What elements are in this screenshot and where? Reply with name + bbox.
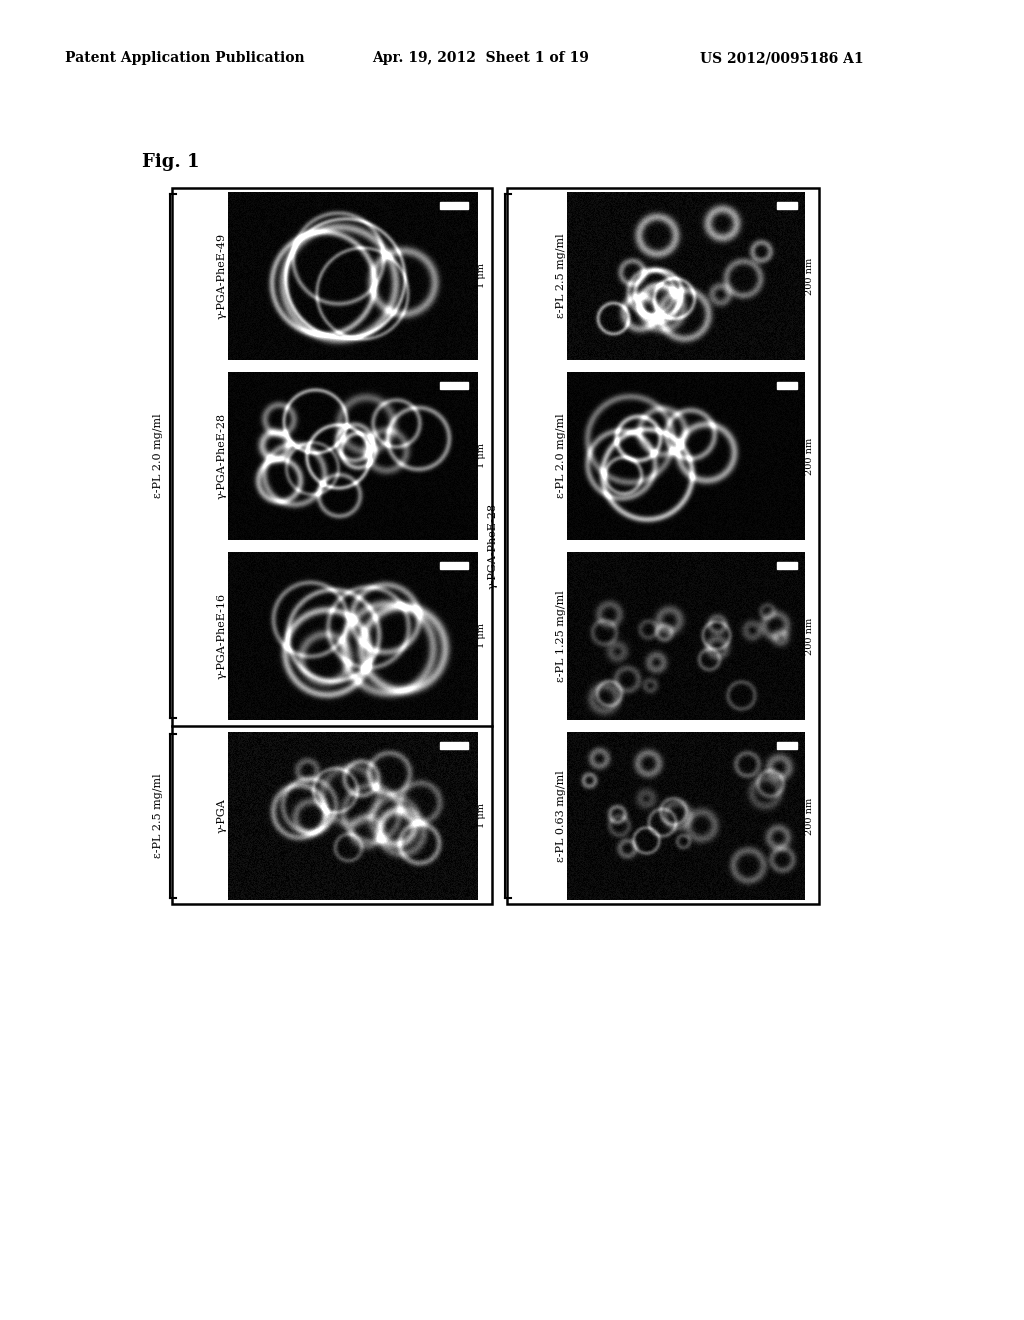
Bar	[777, 381, 797, 389]
Bar	[172, 187, 492, 904]
Text: 200 nm: 200 nm	[805, 618, 813, 655]
Bar	[440, 381, 468, 389]
Text: ε-PL 2.5 mg/ml: ε-PL 2.5 mg/ml	[556, 234, 566, 318]
Text: ε-PL 2.0 mg/ml: ε-PL 2.0 mg/ml	[556, 413, 566, 499]
Text: Patent Application Publication: Patent Application Publication	[65, 51, 304, 65]
Bar	[440, 562, 468, 569]
Bar	[777, 742, 797, 748]
Text: 200 nm: 200 nm	[805, 437, 813, 475]
Text: 1 μm: 1 μm	[477, 804, 486, 829]
Bar	[440, 202, 468, 209]
Text: ε-PL 1.25 mg/ml: ε-PL 1.25 mg/ml	[556, 590, 566, 682]
Text: ε-PL 2.0 mg/ml: ε-PL 2.0 mg/ml	[153, 413, 163, 499]
Text: 200 nm: 200 nm	[805, 797, 813, 834]
Bar	[440, 742, 468, 748]
Text: Fig. 1: Fig. 1	[142, 153, 200, 172]
Text: γ-PGA: γ-PGA	[217, 799, 227, 833]
Text: Apr. 19, 2012  Sheet 1 of 19: Apr. 19, 2012 Sheet 1 of 19	[372, 51, 589, 65]
Text: ε-PL 0.63 mg/ml: ε-PL 0.63 mg/ml	[556, 770, 566, 862]
Text: γ-PGA-PheE-28: γ-PGA-PheE-28	[488, 503, 498, 589]
Bar	[777, 562, 797, 569]
Bar	[507, 187, 819, 904]
Text: 1 μm: 1 μm	[477, 623, 486, 648]
Text: γ-PGA-PheE-49: γ-PGA-PheE-49	[217, 232, 227, 319]
Bar	[777, 202, 797, 209]
Text: ε-PL 2.5 mg/ml: ε-PL 2.5 mg/ml	[153, 774, 163, 858]
Text: 200 nm: 200 nm	[805, 257, 813, 294]
Text: 1 μm: 1 μm	[477, 264, 486, 289]
Text: US 2012/0095186 A1: US 2012/0095186 A1	[700, 51, 863, 65]
Text: 1 μm: 1 μm	[477, 444, 486, 469]
Text: γ-PGA-PheE-16: γ-PGA-PheE-16	[217, 593, 227, 678]
Text: γ-PGA-PheE-28: γ-PGA-PheE-28	[217, 413, 227, 499]
